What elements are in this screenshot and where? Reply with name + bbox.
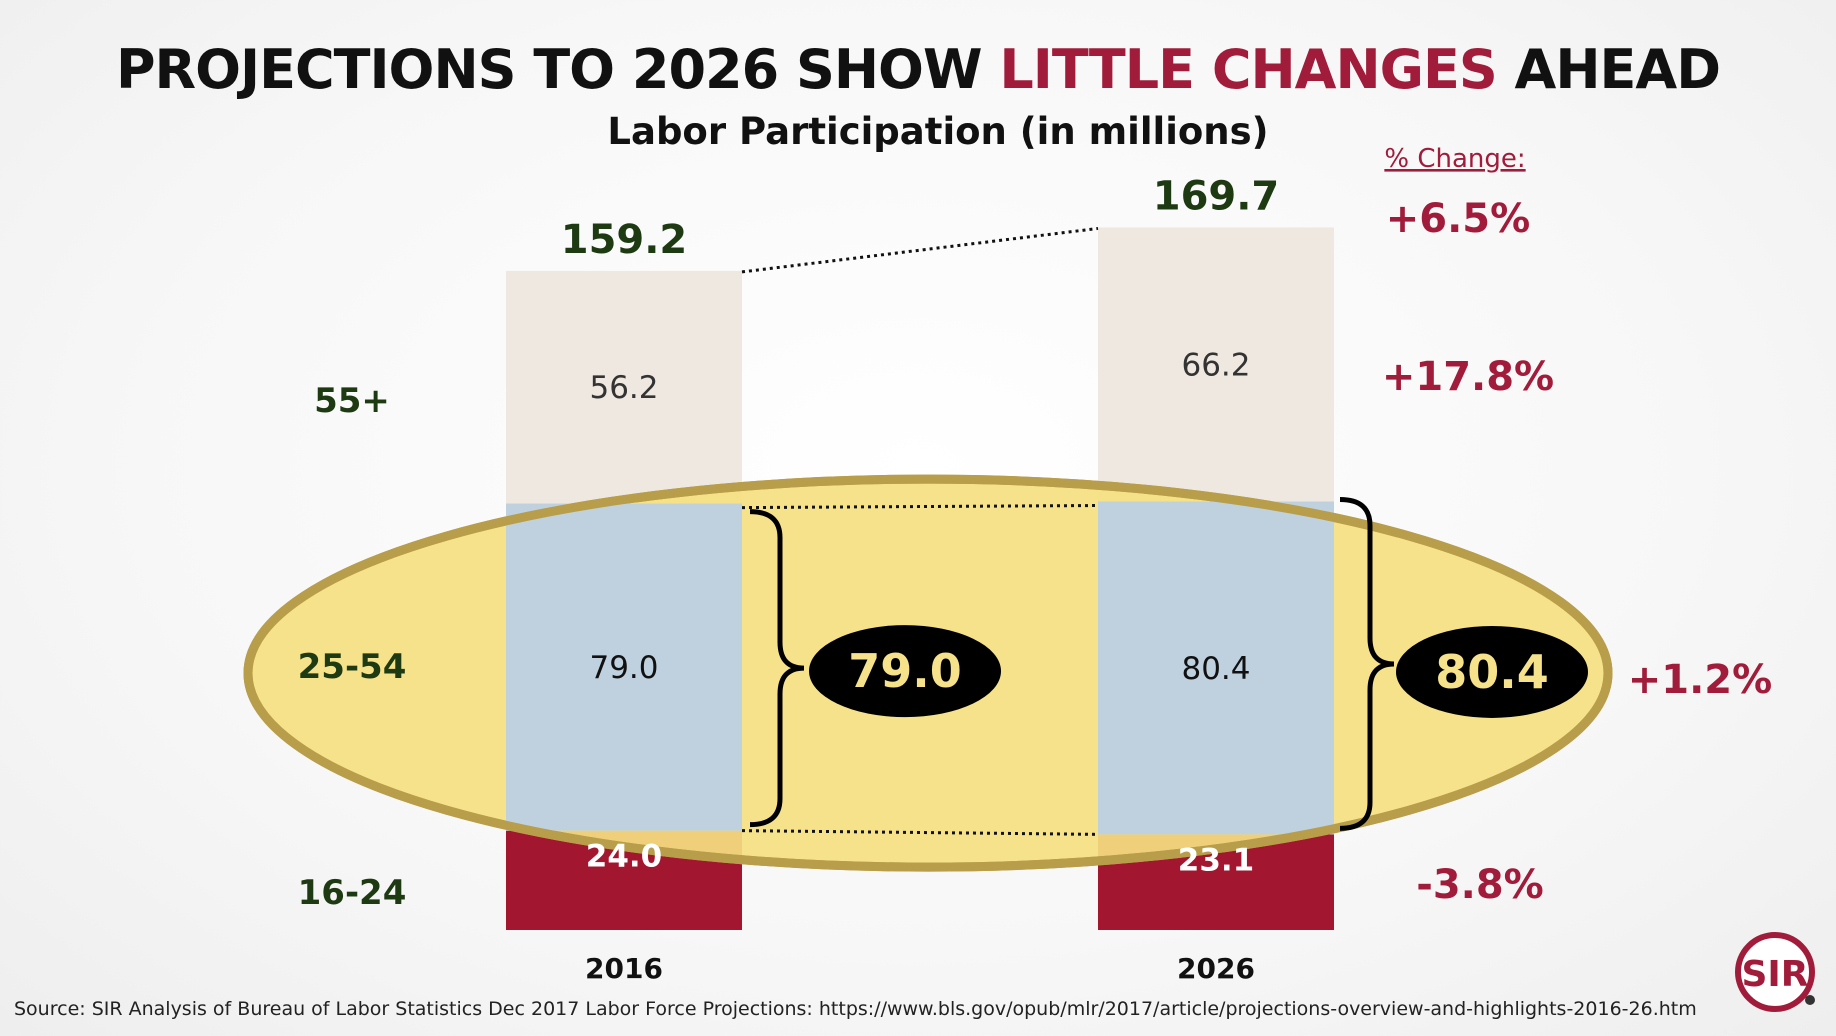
- series-label-bar-55-plus: 55+: [314, 381, 390, 421]
- title-accent: LITTLE CHANGES: [999, 38, 1497, 101]
- segment-label-bar-16-24-2016: 24.0: [586, 839, 663, 875]
- total-label-2026: 169.7: [1153, 173, 1280, 219]
- source-note: Source: SIR Analysis of Bureau of Labor …: [14, 998, 1697, 1020]
- x-tick-label-2026: 2026: [1177, 952, 1255, 985]
- bar-25-54-front-2016: [506, 503, 742, 831]
- value-oval-2026: [1396, 625, 1588, 718]
- value-oval-label-2026: 80.4: [1435, 645, 1549, 699]
- title-part2: AHEAD: [1496, 38, 1722, 101]
- series-label-bar-16-24: 16-24: [298, 873, 407, 913]
- pct-change-55-plus: +17.8%: [1382, 354, 1554, 400]
- sir-logo-circle: [1735, 932, 1815, 1012]
- bar-55-plus-2026: [1098, 227, 1334, 502]
- pct-change-total: +6.5%: [1386, 196, 1530, 242]
- brace-2026: [1339, 497, 1395, 831]
- sir-logo-dot: [1805, 995, 1815, 1005]
- series-label-bar-25-54: 25-54: [298, 647, 407, 687]
- bar-55-plus-2016: [506, 270, 742, 504]
- segment-label-bar-25-54-2016: 79.0: [589, 650, 658, 686]
- segment-label-bar-55-plus-2016: 56.2: [589, 370, 658, 406]
- segment-label-bar-16-24-2026: 23.1: [1178, 842, 1255, 878]
- pct-change-header: % Change:: [1384, 144, 1525, 174]
- connector-25-54-bottom: [741, 829, 1099, 836]
- value-oval-2016: [809, 625, 1001, 718]
- bar-25-54-front-2026: [1098, 501, 1334, 835]
- total-label-2016: 159.2: [561, 217, 688, 263]
- page-title: PROJECTIONS TO 2026 SHOW LITTLE CHANGES …: [0, 38, 1836, 101]
- page-subtitle: Labor Participation (in millions): [607, 110, 1269, 153]
- sir-logo-text: SIR: [1741, 954, 1808, 995]
- segment-label-bar-55-plus-2026: 66.2: [1181, 347, 1250, 383]
- segment-label-bar-25-54-2026: 80.4: [1181, 651, 1250, 687]
- pct-change-16-24: -3.8%: [1416, 862, 1544, 908]
- title-part1: PROJECTIONS TO 2026 SHOW: [115, 38, 1000, 101]
- connector-25-54-top: [741, 504, 1099, 510]
- pct-change-25-54: +1.2%: [1628, 657, 1772, 703]
- value-oval-label-2016: 79.0: [848, 644, 962, 698]
- x-tick-label-2016: 2016: [585, 952, 663, 985]
- connector-total: [741, 226, 1099, 274]
- highlight-ellipse-outline: [243, 474, 1613, 872]
- brace-2016: [749, 509, 805, 828]
